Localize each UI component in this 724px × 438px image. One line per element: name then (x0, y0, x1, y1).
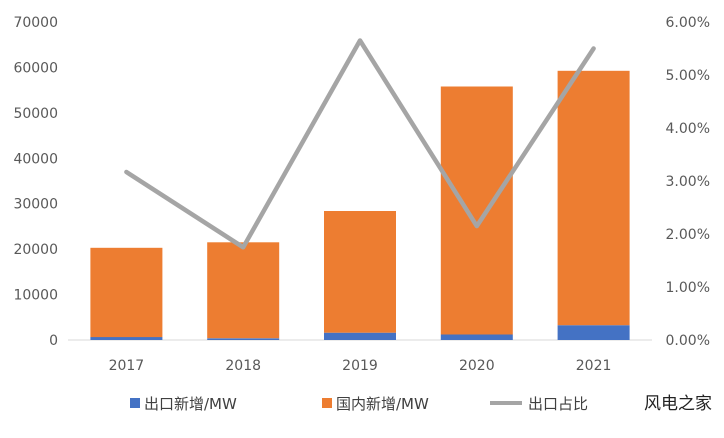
left-tick-label: 30000 (13, 197, 58, 213)
right-tick-label: 4.00% (666, 121, 710, 137)
right-tick-label: 2.00% (666, 227, 710, 243)
legend-swatch (130, 398, 140, 408)
legend-label: 国内新增/MW (336, 395, 429, 413)
right-tick-label: 6.00% (666, 15, 710, 31)
bar-export-2017 (90, 337, 163, 340)
bar-domestic-2017 (90, 247, 163, 338)
left-tick-label: 20000 (13, 242, 58, 258)
bar-domestic-2018 (207, 242, 280, 339)
right-axis: 0.00% 1.00% 2.00% 3.00% 4.00% 5.00% 6.00% (666, 15, 710, 349)
x-tick-label: 2017 (109, 358, 145, 374)
x-tick-label: 2021 (576, 358, 612, 374)
export-share-line (124, 38, 596, 250)
left-tick-label: 70000 (13, 15, 58, 31)
left-tick-label: 10000 (13, 288, 58, 304)
legend: 出口新增/MW 国内新增/MW 出口占比 (130, 395, 588, 413)
left-tick-label: 60000 (13, 60, 58, 76)
legend-label: 出口新增/MW (144, 395, 237, 413)
bar-domestic-2020 (440, 86, 513, 335)
bar-export-2018 (207, 338, 280, 340)
watermark-text: 风电之家 (644, 394, 712, 414)
left-tick-label: 0 (49, 333, 58, 349)
right-tick-label: 3.00% (666, 174, 710, 190)
right-tick-label: 1.00% (666, 280, 710, 296)
left-tick-label: 40000 (13, 151, 58, 167)
x-tick-label: 2018 (225, 358, 261, 374)
left-axis: 0 10000 20000 30000 40000 50000 60000 70000 (13, 15, 58, 349)
line-layer (124, 38, 596, 250)
right-tick-label: 0.00% (666, 333, 710, 349)
legend-label: 出口占比 (528, 395, 588, 413)
bar-domestic-2019 (324, 211, 396, 333)
bar-export-2019 (324, 332, 396, 340)
x-tick-label: 2020 (459, 358, 495, 374)
x-tick-label: 2019 (342, 358, 378, 374)
right-tick-label: 5.00% (666, 68, 710, 84)
bar-export-2021 (557, 325, 630, 340)
left-tick-label: 50000 (13, 106, 58, 122)
x-axis: 2017 2018 2019 2020 2021 (109, 358, 612, 374)
legend-swatch (322, 398, 332, 408)
bar-export-2020 (440, 334, 513, 340)
bars-layer (90, 70, 630, 340)
bar-domestic-2021 (557, 70, 630, 326)
